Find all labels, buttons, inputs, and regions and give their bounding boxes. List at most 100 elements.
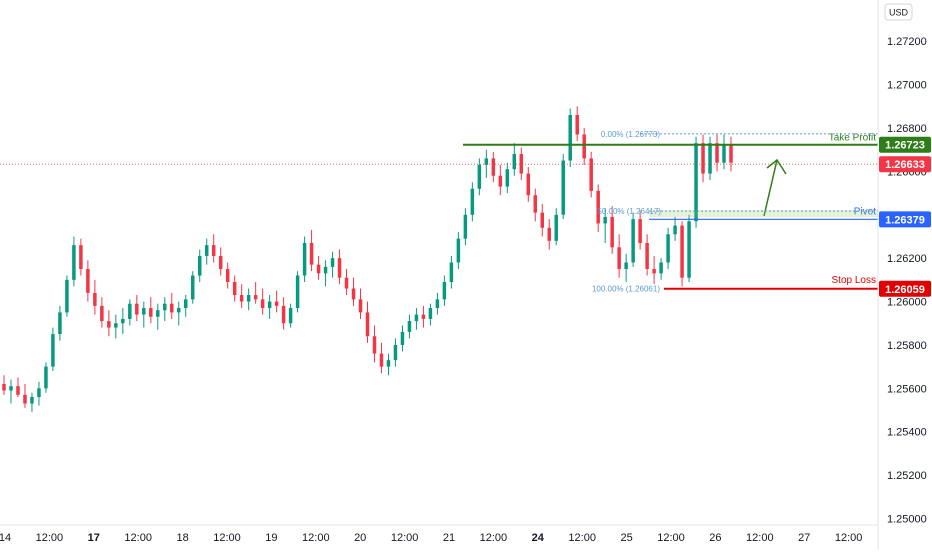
candle-body: [701, 143, 705, 174]
candle-body: [135, 303, 139, 315]
candle-body: [372, 336, 377, 354]
candle-body: [30, 397, 34, 404]
candle-body: [715, 143, 719, 163]
levels-group: Take Profit Pivot Stop Loss: [0, 133, 878, 290]
price-tick-label: 1.26200: [887, 253, 927, 265]
candle-body: [463, 214, 468, 239]
time-tick-label: 26: [709, 532, 721, 544]
candle-body: [253, 295, 258, 300]
candle-body: [659, 262, 663, 274]
stop-loss-badge-text: 1.26059: [885, 284, 925, 296]
candle-body: [540, 212, 545, 228]
candle-body: [281, 305, 286, 324]
price-tick-label: 1.27000: [887, 80, 927, 92]
candle-body: [421, 314, 426, 319]
fib-label: 50.00% (1.26417): [597, 207, 661, 216]
candle-body: [156, 310, 160, 317]
candle-body: [79, 245, 83, 270]
candle-body: [302, 242, 307, 276]
candle-body: [575, 114, 579, 135]
current-price-badge-text: 1.26633: [885, 159, 925, 171]
candle-body: [470, 188, 475, 215]
candle-body: [65, 279, 69, 313]
pivot-zone: [649, 210, 878, 218]
candle-body: [589, 158, 593, 191]
price-tick-label: 1.26800: [887, 123, 927, 135]
time-tick-label: 12:00: [36, 532, 64, 544]
take-profit-badge: [879, 136, 931, 153]
candle-body: [505, 169, 510, 187]
candle-body: [393, 344, 398, 361]
time-tick-label: 18: [176, 532, 188, 544]
time-tick-label: 12:00: [657, 532, 685, 544]
candle-body: [582, 134, 586, 159]
time-tick-label: 12:00: [746, 532, 774, 544]
candle-body: [414, 314, 419, 322]
candle-body: [694, 143, 698, 222]
candle-body: [184, 299, 188, 309]
candles-group: [2, 106, 733, 413]
candle-body: [288, 308, 293, 324]
take-profit-badge-text: 1.26723: [885, 140, 925, 152]
time-tick-label: 12:00: [835, 532, 863, 544]
candle-body: [295, 275, 300, 309]
candle-body: [603, 216, 607, 224]
candle-body: [239, 295, 244, 302]
candle-body: [484, 158, 489, 165]
candle-body: [190, 275, 195, 300]
currency-badge[interactable]: [884, 3, 913, 21]
candle-body: [128, 303, 132, 319]
candle-body: [86, 269, 90, 293]
projection-arrow-shaft: [763, 159, 778, 217]
candle-body: [274, 301, 279, 306]
time-tick-label: 12:00: [568, 532, 596, 544]
stop-loss-label: Stop Loss: [832, 275, 876, 286]
candle-body: [547, 227, 551, 241]
candle-body: [204, 245, 209, 256]
candle-body: [225, 269, 230, 283]
candle-body: [218, 255, 223, 270]
candle-body: [533, 195, 538, 213]
candle-body: [100, 305, 104, 322]
time-axis: 14 12:00 17 12:00 18 12:00 19 12:00 20 12:00 21 12:…: [0, 532, 862, 544]
candle-body: [246, 295, 251, 302]
take-profit-label: Take Profit: [829, 133, 876, 144]
candle-body: [386, 360, 391, 367]
candle-body: [652, 269, 656, 274]
candle-body: [477, 164, 482, 189]
time-tick-label: 20: [354, 532, 366, 544]
candle-body: [260, 299, 265, 309]
time-tick-label: 27: [798, 532, 810, 544]
candle-body: [428, 308, 433, 319]
candle-body: [554, 214, 558, 241]
projection-arrow-head: [766, 158, 787, 175]
candle-body: [16, 386, 20, 395]
candle-body: [107, 321, 111, 328]
time-tick-label: 12:00: [391, 532, 419, 544]
candle-body: [624, 262, 628, 270]
candle-body: [72, 245, 76, 280]
candle-body: [498, 175, 503, 187]
candle-body: [142, 308, 146, 315]
candle-body: [449, 262, 454, 283]
candle-body: [330, 258, 335, 267]
pivot-badge-text: 1.26379: [885, 214, 925, 226]
candle-body: [379, 353, 384, 367]
time-tick-label: 12:00: [480, 532, 508, 544]
fib-label: 100.00% (1.26061): [592, 284, 660, 293]
candle-body: [177, 308, 181, 313]
candle-body: [512, 154, 517, 170]
candle-body: [149, 308, 153, 317]
price-tick-label: 1.25200: [887, 470, 927, 482]
time-tick-label: 12:00: [213, 532, 241, 544]
pivot-badge: [879, 211, 931, 228]
candle-body: [442, 282, 447, 300]
candle-body: [344, 277, 349, 289]
candle-body: [519, 154, 524, 174]
candle-body: [197, 255, 202, 276]
candle-body: [407, 321, 412, 332]
candle-body: [351, 288, 356, 300]
